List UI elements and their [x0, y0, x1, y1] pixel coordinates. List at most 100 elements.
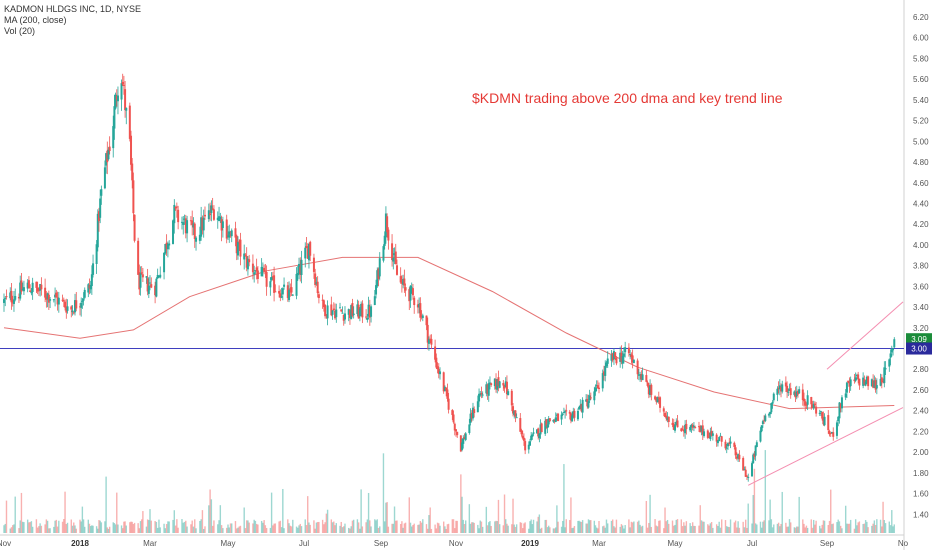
volume-bar	[18, 528, 20, 533]
volume-bar	[247, 520, 249, 533]
candle-body	[588, 395, 591, 401]
symbol-label[interactable]: KADMON HLDGS INC, 1D, NYSE	[4, 4, 142, 14]
level-badge	[906, 342, 932, 355]
candle-body	[191, 220, 194, 226]
candle-body	[173, 204, 176, 224]
volume-bar	[82, 519, 85, 533]
candle-body	[235, 235, 238, 254]
volume-bar	[473, 522, 475, 533]
candle-body	[621, 356, 624, 364]
volume-bar	[802, 519, 804, 533]
candle-body	[821, 412, 824, 419]
volume-bar	[370, 526, 372, 533]
volume-bar	[244, 528, 247, 533]
volume-bar	[532, 519, 535, 533]
candle-body	[568, 411, 571, 414]
candle-body	[46, 293, 49, 299]
candle-body	[70, 306, 73, 310]
y-tick-label: 4.60	[913, 179, 929, 188]
volume-bar	[425, 524, 428, 533]
volume-bar	[699, 505, 701, 533]
candle-body	[462, 438, 465, 444]
volume-bar	[478, 528, 480, 533]
volume-bar	[481, 526, 484, 533]
candle-body	[880, 377, 883, 383]
ma-indicator-label[interactable]: MA (200, close)	[4, 15, 67, 25]
candle-body	[796, 391, 799, 395]
volume-bar	[145, 526, 148, 533]
candle-body	[710, 431, 713, 436]
candle-body	[95, 244, 98, 264]
candle-body	[248, 259, 251, 263]
volume-bar	[539, 528, 542, 533]
candle-body	[719, 435, 722, 437]
volume-bar	[375, 520, 377, 533]
candle-body	[71, 310, 74, 313]
volume-bar	[288, 523, 290, 533]
volume-bar	[427, 528, 429, 533]
volume-bar	[512, 498, 514, 533]
candle-body	[150, 284, 153, 288]
candle-body	[818, 412, 821, 414]
candle-body	[83, 289, 86, 298]
volume-bar	[770, 519, 773, 533]
volume-bar	[700, 520, 703, 533]
volume-bar	[507, 525, 509, 533]
volume-bar	[540, 527, 543, 533]
volume-bar	[648, 522, 650, 533]
volume-bar	[612, 519, 614, 533]
volume-bar	[351, 520, 354, 533]
candle-body	[175, 206, 178, 208]
volume-bar	[586, 523, 589, 533]
level-badge-label: 3.00	[911, 345, 927, 354]
candle-body	[504, 381, 507, 388]
candle-body	[383, 235, 386, 246]
candle-body	[145, 276, 148, 278]
chart-annotation[interactable]: $KDMN trading above 200 dma and key tren…	[472, 90, 783, 106]
candle-body	[289, 288, 292, 290]
volume-bar	[182, 522, 184, 533]
volume-bar	[104, 521, 106, 533]
volume-indicator-label[interactable]: Vol (20)	[4, 26, 36, 36]
volume-bar	[619, 526, 621, 533]
volume-bar	[786, 526, 788, 533]
candle-body	[64, 301, 67, 308]
candle-body	[305, 246, 308, 249]
volume-bar	[621, 525, 624, 533]
y-tick-label: 6.00	[913, 34, 929, 43]
candle-body	[801, 389, 804, 401]
candle-body	[759, 430, 762, 442]
volume-bar	[564, 527, 566, 533]
volume-bar	[506, 523, 508, 533]
candle-body	[770, 403, 773, 413]
volume-bar	[428, 515, 430, 533]
volume-bar	[5, 500, 8, 533]
volume-bar	[350, 526, 352, 533]
candle-body	[685, 423, 688, 430]
volume-bar	[790, 522, 792, 533]
candle-body	[681, 429, 684, 431]
volume-bar	[194, 519, 196, 533]
candle-body	[283, 284, 286, 287]
volume-bar	[324, 522, 326, 533]
candle-body	[291, 294, 294, 296]
volume-bar	[92, 525, 94, 533]
volume-bar	[698, 525, 700, 533]
volume-bar	[436, 522, 439, 533]
candle-body	[728, 442, 731, 444]
volume-bar	[273, 523, 275, 533]
candle-body	[114, 94, 117, 109]
candle-body	[377, 268, 380, 279]
volume-bar	[514, 526, 517, 533]
candle-body	[845, 382, 848, 393]
volume-bar	[9, 528, 11, 533]
candle-body	[510, 390, 513, 406]
volume-bar	[570, 497, 572, 533]
volume-bar	[560, 526, 563, 533]
volume-bar	[120, 525, 123, 533]
candle-body	[473, 409, 476, 414]
candle-body	[733, 442, 736, 447]
volume-bar	[411, 526, 413, 533]
y-tick-label: 3.60	[913, 282, 929, 291]
